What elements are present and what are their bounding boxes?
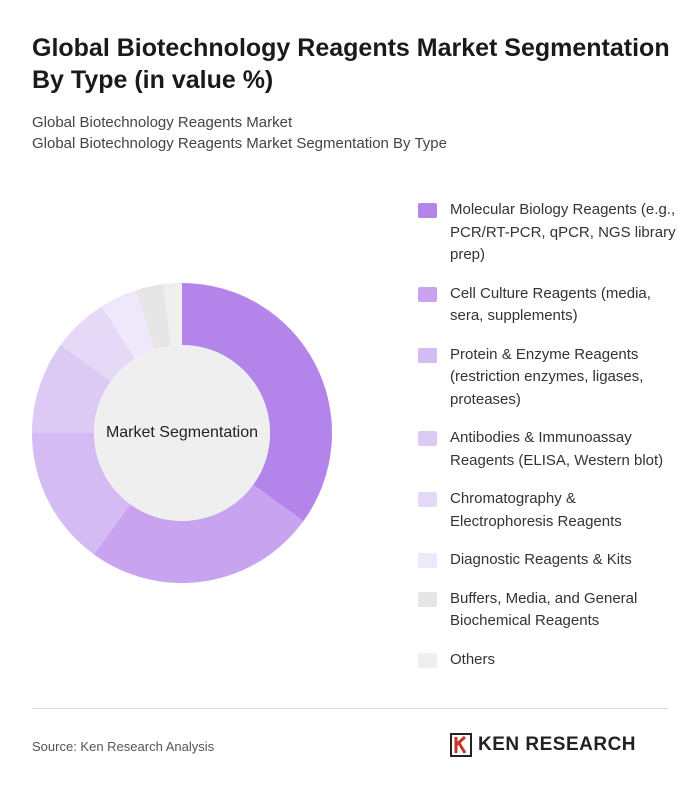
- donut-chart: Market Segmentation: [32, 283, 332, 583]
- legend-item: Protein & Enzyme Reagents (restriction e…: [418, 344, 678, 412]
- donut-hole: [94, 345, 270, 521]
- legend-item: Others: [418, 649, 678, 672]
- legend: Molecular Biology Reagents (e.g., PCR/RT…: [418, 199, 678, 687]
- center-label: Market Segmentation: [106, 424, 258, 441]
- legend-label: Molecular Biology Reagents (e.g., PCR/RT…: [450, 201, 676, 263]
- divider: [32, 708, 668, 709]
- legend-swatch: [418, 652, 437, 668]
- legend-swatch: [418, 492, 437, 507]
- legend-swatch: [418, 203, 437, 218]
- legend-swatch: [418, 431, 437, 446]
- brand-logo: KEN RESEARCH: [450, 733, 636, 757]
- brand-name: KEN RESEARCH: [478, 734, 637, 755]
- chart-title: Global Biotechnology Reagents Market Seg…: [32, 34, 670, 94]
- legend-item: Buffers, Media, and General Biochemical …: [418, 588, 678, 633]
- logo-icon: [450, 733, 472, 757]
- legend-item: Chromatography & Electrophoresis Reagent…: [418, 488, 678, 533]
- donut-segment: [32, 344, 111, 433]
- legend-item: Molecular Biology Reagents (e.g., PCR/RT…: [418, 199, 678, 267]
- subtitle: Global Biotechnology Reagents Market: [32, 114, 293, 131]
- legend-swatch: [418, 286, 437, 302]
- legend-label: Diagnostic Reagents & Kits: [450, 551, 632, 568]
- donut-segment: [182, 283, 332, 522]
- donut-segment: [135, 284, 171, 350]
- legend-item: Cell Culture Reagents (media, sera, supp…: [418, 283, 678, 328]
- legend-swatch: [418, 591, 437, 607]
- legend-swatch: [418, 553, 437, 568]
- source: Source: Ken Research Analysis: [32, 739, 215, 754]
- donut-segment: [32, 433, 131, 555]
- legend-label: Chromatography & Electrophoresis Reagent…: [450, 490, 622, 530]
- legend-item: Diagnostic Reagents & Kits: [418, 549, 678, 572]
- legend-label: Protein & Enzyme Reagents (restriction e…: [450, 345, 644, 408]
- legend-label: Others: [450, 650, 496, 668]
- donut-segment: [101, 290, 155, 359]
- donut-segment: [163, 283, 182, 346]
- legend-label: Cell Culture Reagents (media, sera, supp…: [450, 284, 651, 325]
- legend-item: Antibodies & Immunoassay Reagents (ELISA…: [418, 427, 678, 472]
- legend-label: Buffers, Media, and General Biochemical …: [450, 589, 638, 630]
- subtitle: Global Biotechnology Reagents Market Seg…: [32, 135, 447, 152]
- legend-label: Antibodies & Immunoassay Reagents (ELISA…: [450, 429, 664, 469]
- donut-segment: [93, 484, 304, 583]
- donut-segment: [60, 306, 135, 382]
- legend-swatch: [418, 347, 437, 363]
